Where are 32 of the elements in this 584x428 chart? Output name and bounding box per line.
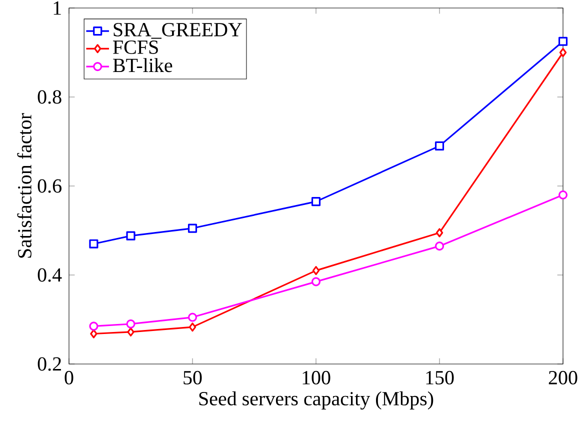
y-tick-label: 1 <box>54 1 61 15</box>
point <box>126 231 136 240</box>
point <box>558 190 568 200</box>
y-tick-label: 0.2 <box>38 357 61 371</box>
point <box>434 242 444 251</box>
point <box>559 48 567 58</box>
point <box>188 224 198 233</box>
point <box>558 36 568 46</box>
y-axis-title: Satisfaction factor <box>17 113 32 258</box>
x-tick-label: 200 <box>548 370 578 384</box>
x-axis-title: Seed servers capacity (Mbps) <box>199 391 434 410</box>
point <box>89 322 98 331</box>
point <box>312 266 320 276</box>
point <box>127 327 134 336</box>
point <box>188 312 198 322</box>
x-tick-label: 50 <box>184 370 202 384</box>
point <box>436 228 444 238</box>
point <box>311 277 321 286</box>
point <box>126 319 136 328</box>
legend-label: BT-like <box>113 58 172 72</box>
point <box>188 322 196 332</box>
point <box>434 141 444 150</box>
point <box>311 197 321 206</box>
legend-label: FCFS <box>113 40 158 54</box>
legend-label: SRA_GREEDY <box>114 22 242 39</box>
y-tick-label: 0.4 <box>38 268 62 282</box>
x-tick-label: 100 <box>302 370 330 384</box>
y-tick-label: 0.6 <box>38 179 62 193</box>
x-tick-label: 150 <box>426 370 454 384</box>
y-tick-label: 0.8 <box>38 90 62 104</box>
point <box>89 239 98 248</box>
x-tick-label: 0 <box>64 370 74 384</box>
